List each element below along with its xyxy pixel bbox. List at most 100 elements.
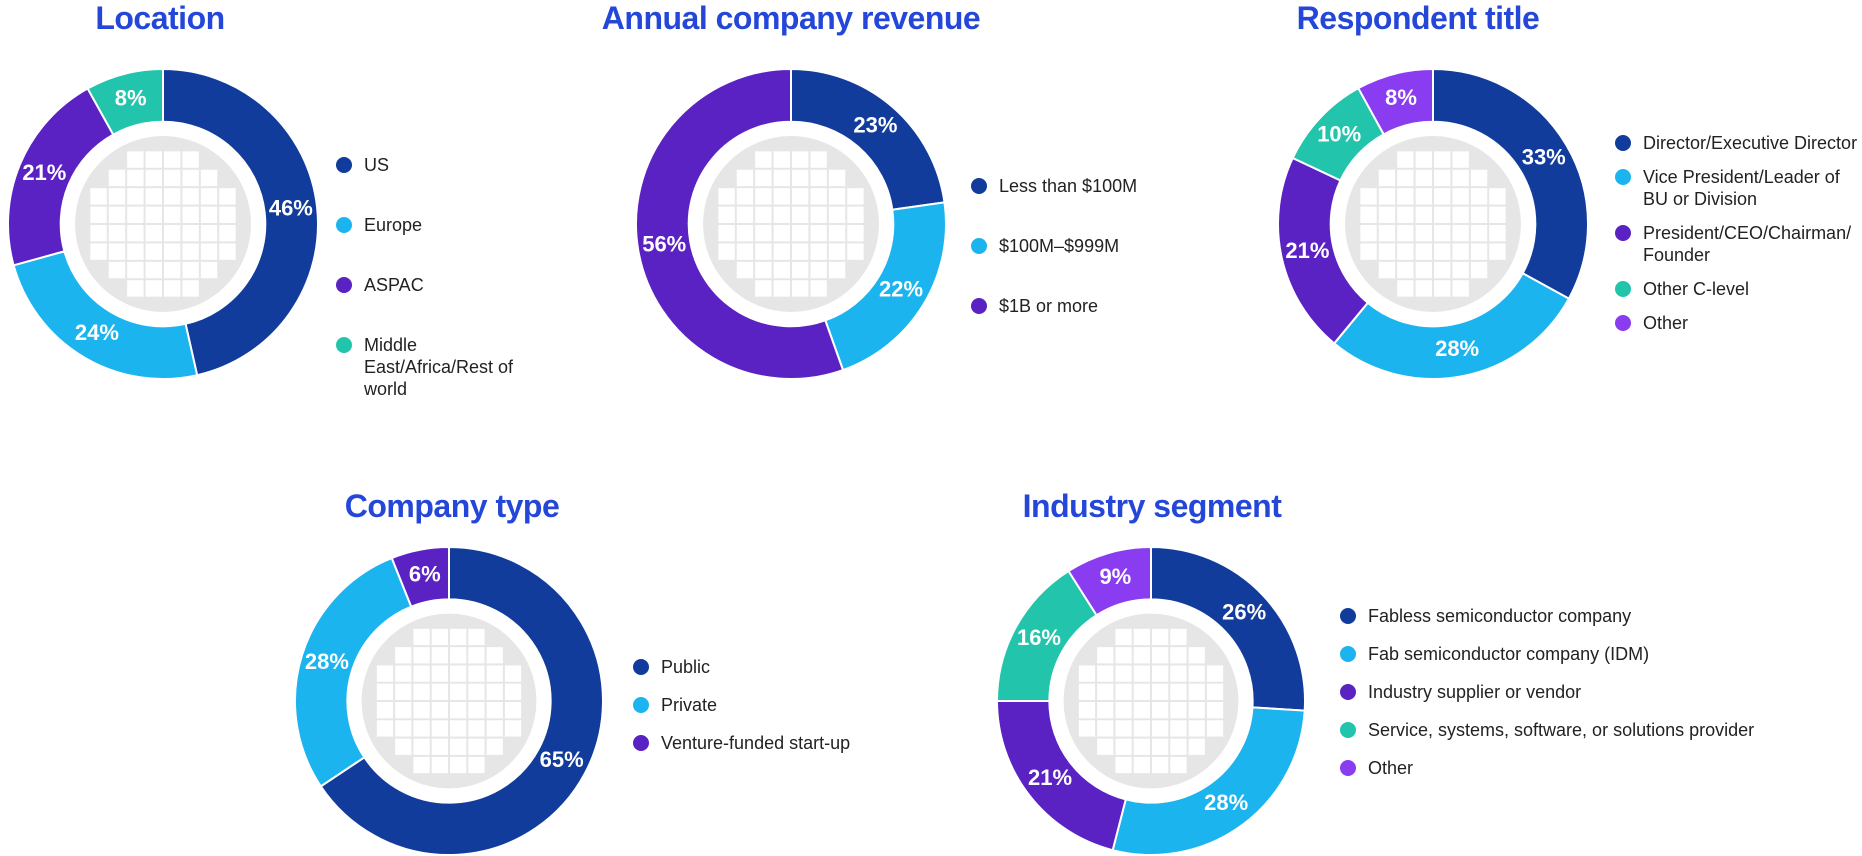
wafer-die xyxy=(1489,207,1505,223)
wafer-die xyxy=(718,243,734,259)
legend-label: Director/Executive Director xyxy=(1643,133,1857,153)
legend: PublicPrivateVenture-funded start-up xyxy=(633,656,893,770)
wafer-die xyxy=(1207,684,1223,700)
wafer-die xyxy=(395,720,411,736)
wafer-die xyxy=(1434,170,1450,186)
data-label: 28% xyxy=(305,649,349,674)
wafer-die xyxy=(1397,225,1413,241)
wafer-die xyxy=(413,702,429,718)
wafer-die xyxy=(450,757,466,773)
wafer-die xyxy=(1170,757,1186,773)
wafer-die xyxy=(1152,739,1168,755)
data-label: 21% xyxy=(1285,238,1329,263)
wafer-die xyxy=(1434,207,1450,223)
legend-item: Director/Executive Director xyxy=(1615,132,1862,154)
wafer-die xyxy=(1434,243,1450,259)
wafer-die xyxy=(505,665,521,681)
wafer-die xyxy=(1152,629,1168,645)
wafer-die xyxy=(109,262,125,278)
wafer-die xyxy=(1170,702,1186,718)
wafer-die xyxy=(1397,170,1413,186)
wafer-die xyxy=(432,665,448,681)
wafer-die xyxy=(219,207,235,223)
legend-marker xyxy=(1615,281,1631,297)
wafer-die xyxy=(737,188,753,204)
wafer-die xyxy=(1097,702,1113,718)
legend-marker xyxy=(633,697,649,713)
wafer-die xyxy=(164,280,180,296)
wafer-die xyxy=(127,207,143,223)
wafer-die xyxy=(1115,629,1131,645)
page: 46%24%21%8%23%22%56%33%28%21%10%8%65%28%… xyxy=(0,0,1862,856)
wafer-die xyxy=(505,702,521,718)
wafer-die xyxy=(413,665,429,681)
wafer-die xyxy=(1097,739,1113,755)
wafer-die xyxy=(755,243,771,259)
legend-marker xyxy=(971,178,987,194)
legend-label: $1B or more xyxy=(999,296,1098,316)
legend-marker xyxy=(1615,225,1631,241)
wafer-die xyxy=(1207,720,1223,736)
wafer-die xyxy=(792,262,808,278)
wafer-die xyxy=(774,243,790,259)
wafer xyxy=(703,136,879,312)
legend-label: Industry supplier or vendor xyxy=(1368,682,1581,702)
legend-label: ASPAC xyxy=(364,275,424,295)
wafer-die xyxy=(450,720,466,736)
wafer-die xyxy=(847,207,863,223)
data-label: 8% xyxy=(115,85,147,110)
legend-item: Vice President/Leader of BU or Division xyxy=(1615,166,1862,210)
wafer-die xyxy=(450,665,466,681)
wafer-die xyxy=(810,262,826,278)
legend-marker xyxy=(1615,135,1631,151)
data-label: 16% xyxy=(1017,625,1061,650)
chart-title: Company type xyxy=(345,488,559,525)
wafer-die xyxy=(201,262,217,278)
wafer xyxy=(75,136,251,312)
wafer-die xyxy=(718,207,734,223)
legend-item: Service, systems, software, or solutions… xyxy=(1340,719,1810,741)
data-label: 23% xyxy=(853,113,897,138)
legend-item: Other xyxy=(1340,757,1810,779)
wafer-die xyxy=(127,243,143,259)
wafer-die xyxy=(1416,151,1432,167)
legend-label: Less than $100M xyxy=(999,176,1137,196)
wafer-die xyxy=(1379,243,1395,259)
wafer-die xyxy=(1189,684,1205,700)
wafer-die xyxy=(1379,188,1395,204)
wafer-die xyxy=(201,243,217,259)
data-label: 28% xyxy=(1435,336,1479,361)
wafer-die xyxy=(395,739,411,755)
wafer-die xyxy=(810,151,826,167)
wafer-die xyxy=(774,280,790,296)
wafer-die xyxy=(1434,225,1450,241)
wafer xyxy=(1064,614,1239,789)
wafer-die xyxy=(1452,262,1468,278)
wafer-die xyxy=(1170,684,1186,700)
wafer-die xyxy=(413,647,429,663)
wafer-die xyxy=(1134,647,1150,663)
wafer-die xyxy=(755,262,771,278)
legend-marker xyxy=(1615,315,1631,331)
legend: Fabless semiconductor companyFab semicon… xyxy=(1340,605,1810,795)
chart-title: Industry segment xyxy=(1023,488,1282,525)
data-label: 56% xyxy=(642,232,686,257)
wafer-die xyxy=(109,188,125,204)
wafer-die xyxy=(792,170,808,186)
legend-item: Middle East/Africa/Rest of world xyxy=(336,334,536,400)
wafer-die xyxy=(487,702,503,718)
wafer-die xyxy=(182,243,198,259)
wafer-die xyxy=(1416,243,1432,259)
wafer-die xyxy=(829,225,845,241)
legend-item: President/CEO/Chairman/ Founder xyxy=(1615,222,1862,266)
legend-marker xyxy=(971,298,987,314)
legend-label: Vice President/Leader of BU or Division xyxy=(1643,167,1840,209)
wafer-die xyxy=(146,151,162,167)
wafer-die xyxy=(164,188,180,204)
legend-label: US xyxy=(364,155,389,175)
wafer-die xyxy=(182,225,198,241)
wafer-die xyxy=(792,151,808,167)
wafer-die xyxy=(1360,243,1376,259)
wafer-die xyxy=(1189,647,1205,663)
wafer-die xyxy=(1471,243,1487,259)
